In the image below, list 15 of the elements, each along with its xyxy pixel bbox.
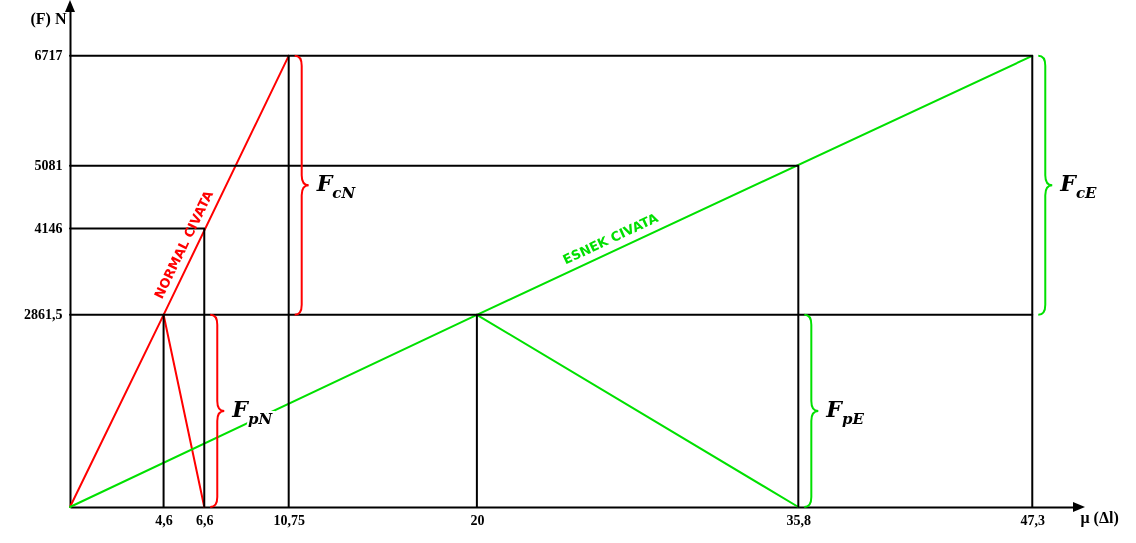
y-tick-label: 4146 xyxy=(34,221,63,237)
x-tick-label: 10,75 xyxy=(273,512,305,528)
y-tick-label: 5081 xyxy=(34,158,63,174)
x-tick-label: 6,6 xyxy=(196,512,214,528)
x-axis-title: μ (Δl) xyxy=(1080,508,1119,527)
y-axis-title: (F) N xyxy=(30,9,67,28)
annotation: F$_{cE}$ xyxy=(1059,170,1098,203)
x-tick-label: 4,6 xyxy=(155,512,173,528)
annotation: F$_{cN}$ xyxy=(315,170,357,203)
x-tick-label: 47,3 xyxy=(1020,512,1046,528)
annotation: F$_{pE}$ xyxy=(825,395,865,428)
y-tick-label: 6717 xyxy=(34,48,63,64)
x-tick-label: 35,8 xyxy=(786,512,812,528)
y-tick-label: 2861,5 xyxy=(24,307,63,323)
x-tick-label: 20 xyxy=(470,512,485,528)
